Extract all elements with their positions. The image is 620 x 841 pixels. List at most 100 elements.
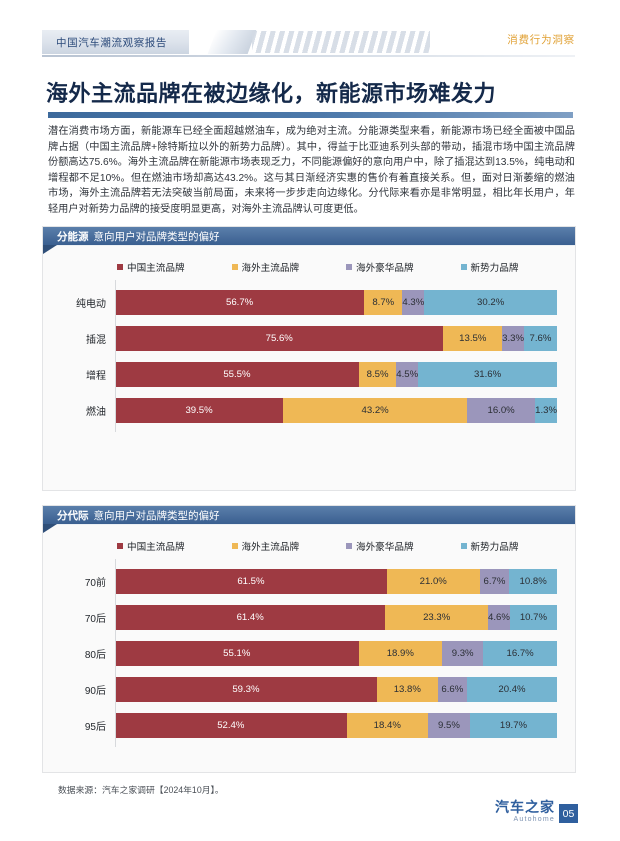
bar-segment: 16.7% bbox=[483, 640, 557, 666]
bar-segment: 10.7% bbox=[509, 604, 557, 630]
legend-item: 新势力品牌 bbox=[460, 260, 576, 274]
panel-header-label: 分代际 意向用户对品牌类型的偏好 bbox=[57, 506, 220, 524]
bar-segment: 6.6% bbox=[437, 676, 467, 702]
bar-segment: 21.0% bbox=[386, 568, 480, 594]
header-slash-decoration bbox=[207, 30, 257, 54]
legend-item: 海外豪华品牌 bbox=[346, 260, 461, 274]
legend-swatch-icon bbox=[460, 543, 467, 549]
bar-segment: 52.4% bbox=[115, 712, 347, 738]
chart-row: 插混 75.6% 13.5% 3.3% 7.6% bbox=[43, 320, 557, 356]
bar-segment-value: 8.5% bbox=[366, 368, 389, 380]
bar-segment-value: 61.4% bbox=[236, 611, 264, 623]
bar-segment-value: 10.8% bbox=[519, 575, 547, 587]
bar-segment-value: 16.7% bbox=[506, 647, 534, 659]
bar-segment-value: 39.5% bbox=[185, 404, 213, 416]
report-title-tab: 中国汽车潮流观察报告 bbox=[42, 30, 189, 54]
bar-segment-value: 13.8% bbox=[393, 683, 421, 695]
legend-item: 中国主流品牌 bbox=[117, 260, 232, 274]
stacked-bar: 61.5% 21.0% 6.7% 10.8% bbox=[115, 568, 557, 594]
stacked-bar: 55.1% 18.9% 9.3% 16.7% bbox=[115, 640, 557, 666]
bar-segment-value: 1.3% bbox=[535, 404, 558, 416]
bar-segment-value: 6.6% bbox=[441, 683, 464, 695]
panel-header-label: 分能源 意向用户对品牌类型的偏好 bbox=[57, 227, 220, 245]
bar-segment: 31.6% bbox=[418, 361, 558, 387]
stacked-bar: 52.4% 18.4% 9.5% 19.7% bbox=[115, 712, 557, 738]
legend-label: 新势力品牌 bbox=[470, 542, 519, 553]
source-note: 数据来源：汽车之家调研【2024年10月】。 bbox=[58, 785, 224, 795]
chart-row: 70后 61.4% 23.3% 4.6% 10.7% bbox=[43, 599, 557, 635]
bar-segment: 30.2% bbox=[424, 289, 557, 315]
panel-header-corner bbox=[43, 524, 57, 533]
legend-item: 新势力品牌 bbox=[460, 539, 576, 553]
stacked-bar: 75.6% 13.5% 3.3% 7.6% bbox=[115, 325, 557, 351]
bar-segment: 13.8% bbox=[376, 676, 438, 702]
bar-segment-value: 9.3% bbox=[451, 647, 474, 659]
bar-segment: 13.5% bbox=[443, 325, 503, 351]
chart-body-by-cohort: 70前 61.5% 21.0% 6.7% 10.8% 70后 61.4% 23.3% 4.6% 1… bbox=[43, 559, 575, 753]
bar-segment-value: 31.6% bbox=[473, 368, 502, 380]
bar-segment: 55.5% bbox=[115, 361, 359, 387]
bar-segment: 7.6% bbox=[523, 325, 557, 351]
legend-swatch-icon bbox=[117, 264, 123, 270]
legend-swatch-icon bbox=[460, 264, 467, 270]
bar-segment: 10.8% bbox=[509, 568, 557, 594]
legend-label: 海外豪华品牌 bbox=[356, 542, 414, 553]
chart-row: 纯电动 56.7% 8.7% 4.3% 30.2% bbox=[43, 284, 557, 320]
legend-swatch-icon bbox=[346, 543, 352, 549]
legend-item: 中国主流品牌 bbox=[117, 539, 232, 553]
bar-segment-value: 18.9% bbox=[386, 647, 414, 659]
bar-segment: 18.4% bbox=[346, 712, 428, 738]
bar-segment-value: 3.3% bbox=[502, 332, 524, 344]
bar-segment-value: 59.3% bbox=[232, 683, 260, 695]
bar-segment: 18.9% bbox=[358, 640, 443, 666]
bar-segment: 8.7% bbox=[364, 289, 403, 315]
bar-segment-value: 4.3% bbox=[402, 296, 425, 308]
bar-segment: 59.3% bbox=[115, 676, 377, 702]
brand-footer: 汽车之家 Autohome 05 bbox=[495, 800, 578, 823]
legend-swatch-icon bbox=[346, 264, 352, 270]
stacked-bar: 56.7% 8.7% 4.3% 30.2% bbox=[115, 289, 557, 315]
brand-name-en: Autohome bbox=[513, 816, 555, 823]
legend-label: 海外主流品牌 bbox=[241, 542, 300, 553]
bar-segment: 6.7% bbox=[479, 568, 510, 594]
bar-segment-value: 52.4% bbox=[217, 719, 245, 731]
running-header: 中国汽车潮流观察报告 消费行为洞察 bbox=[0, 30, 620, 66]
legend-label: 新势力品牌 bbox=[470, 263, 519, 274]
bar-segment-value: 8.7% bbox=[372, 296, 395, 308]
chart-row: 燃油 39.5% 43.2% 16.0% 1.3% bbox=[43, 392, 558, 428]
bar-segment-value: 20.4% bbox=[498, 683, 526, 695]
bar-segment: 75.6% bbox=[115, 325, 444, 351]
chart-axis-line bbox=[115, 559, 116, 747]
bar-segment-value: 55.1% bbox=[223, 647, 251, 659]
bar-segment: 20.4% bbox=[466, 676, 557, 702]
bar-segment: 4.5% bbox=[396, 361, 419, 387]
legend-label: 海外豪华品牌 bbox=[356, 263, 414, 274]
header-section-label: 消费行为洞察 bbox=[507, 34, 575, 46]
bar-segment-value: 13.5% bbox=[459, 332, 487, 344]
panel-header-corner bbox=[43, 245, 57, 254]
bar-segment: 19.7% bbox=[469, 712, 557, 738]
bar-segment-value: 18.4% bbox=[373, 719, 401, 731]
panel-header-prefix: 分代际 bbox=[57, 509, 89, 522]
chart-row-label: 90后 bbox=[84, 685, 106, 697]
bar-segment: 9.5% bbox=[427, 712, 470, 738]
legend-swatch-icon bbox=[117, 543, 123, 549]
bar-segment: 61.5% bbox=[115, 568, 387, 594]
stacked-bar: 39.5% 43.2% 16.0% 1.3% bbox=[115, 397, 558, 423]
bar-segment: 43.2% bbox=[283, 397, 468, 423]
stacked-bar: 61.4% 23.3% 4.6% 10.7% bbox=[115, 604, 557, 630]
chart-legend-by-energy: 中国主流品牌 海外主流品牌 海外豪华品牌 新势力品牌 bbox=[43, 246, 575, 280]
bar-segment: 3.3% bbox=[502, 325, 524, 351]
chart-row-label: 插混 bbox=[86, 334, 106, 346]
panel-header-title: 意向用户对品牌类型的偏好 bbox=[93, 230, 220, 243]
chart-row: 90后 59.3% 13.8% 6.6% 20.4% bbox=[43, 671, 557, 707]
bar-segment-value: 19.7% bbox=[499, 719, 528, 731]
panel-header-by-cohort: 分代际 意向用户对品牌类型的偏好 bbox=[43, 506, 575, 533]
legend-label: 中国主流品牌 bbox=[127, 263, 185, 274]
bar-segment-value: 7.6% bbox=[529, 332, 552, 344]
chart-row: 增程 55.5% 8.5% 4.5% 31.6% bbox=[43, 356, 558, 392]
chart-row: 80后 55.1% 18.9% 9.3% 16.7% bbox=[43, 635, 557, 671]
bar-segment: 8.5% bbox=[358, 361, 397, 387]
chart-body-by-energy: 纯电动 56.7% 8.7% 4.3% 30.2% 插混 75.6% 13.5% 3.3% 7.6… bbox=[43, 280, 575, 438]
